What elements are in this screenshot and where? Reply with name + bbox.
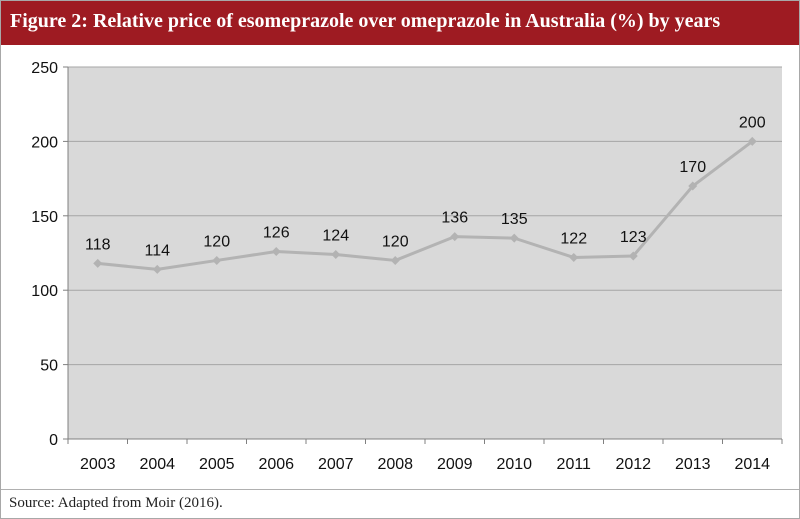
y-tick-label: 150 [31, 209, 58, 226]
data-point-marker [212, 255, 222, 265]
plot-area [68, 67, 782, 439]
data-label: 120 [382, 233, 409, 250]
x-tick-label: 2006 [258, 456, 294, 473]
data-labels: 118 114 120 126 124 120 136 135 122 123 170 200 [85, 114, 766, 259]
data-point-marker [152, 264, 162, 274]
figure-title: Figure 2: Relative price of esomeprazole… [10, 10, 721, 32]
data-point-marker [747, 136, 757, 146]
x-tick-label: 2010 [496, 456, 532, 473]
gridlines [68, 66, 782, 366]
data-point-marker [390, 255, 400, 265]
x-tick-label: 2009 [437, 456, 473, 473]
x-tick-label: 2003 [80, 456, 116, 473]
data-label: 114 [144, 242, 170, 259]
x-tick-label: 2011 [557, 456, 592, 473]
x-tick-label: 2012 [615, 456, 651, 473]
data-point-marker [569, 252, 579, 262]
x-tick-label: 2008 [377, 456, 413, 473]
data-point-marker [509, 233, 519, 243]
x-tick-label: 2014 [734, 456, 770, 473]
data-label: 126 [263, 225, 290, 242]
data-label: 123 [620, 229, 647, 246]
y-axis-ticks: 0 50 100 150 200 250 [31, 60, 68, 449]
data-label: 136 [441, 210, 468, 227]
data-label: 124 [322, 227, 349, 244]
y-tick-label: 100 [31, 283, 58, 300]
line-chart: 0 50 100 150 200 250 2003 2004 2005 2006 2007 2008… [31, 60, 783, 473]
data-point-marker [93, 258, 103, 268]
figure-title-bar: Figure 2: Relative price of esomeprazole… [1, 1, 799, 45]
x-tick-label: 2007 [318, 456, 354, 473]
series-line [97, 140, 754, 271]
data-label: 118 [85, 236, 111, 253]
x-tick-label: 2005 [199, 456, 235, 473]
data-point-marker [688, 181, 698, 191]
y-tick-label: 50 [40, 358, 58, 375]
series-relative-price [93, 136, 757, 274]
y-tick-label: 200 [31, 134, 58, 151]
data-point-marker [450, 232, 460, 242]
data-label: 120 [203, 233, 230, 250]
x-tick-label: 2004 [139, 456, 175, 473]
x-axis-ticks: 2003 2004 2005 2006 2007 2008 2009 2010 2011 2012… [67, 439, 783, 473]
x-tick-label: 2013 [675, 456, 711, 473]
data-point-marker [331, 249, 341, 259]
source-note: Source: Adapted from Moir (2016). [9, 495, 223, 511]
data-point-marker [271, 247, 281, 257]
y-tick-label: 0 [49, 432, 58, 449]
y-tick-label: 250 [31, 60, 58, 77]
data-label: 122 [560, 230, 587, 247]
source-divider [1, 489, 799, 490]
data-point-marker [628, 251, 638, 261]
data-label: 170 [679, 159, 706, 176]
data-label: 135 [501, 211, 528, 228]
data-label: 200 [739, 114, 766, 131]
